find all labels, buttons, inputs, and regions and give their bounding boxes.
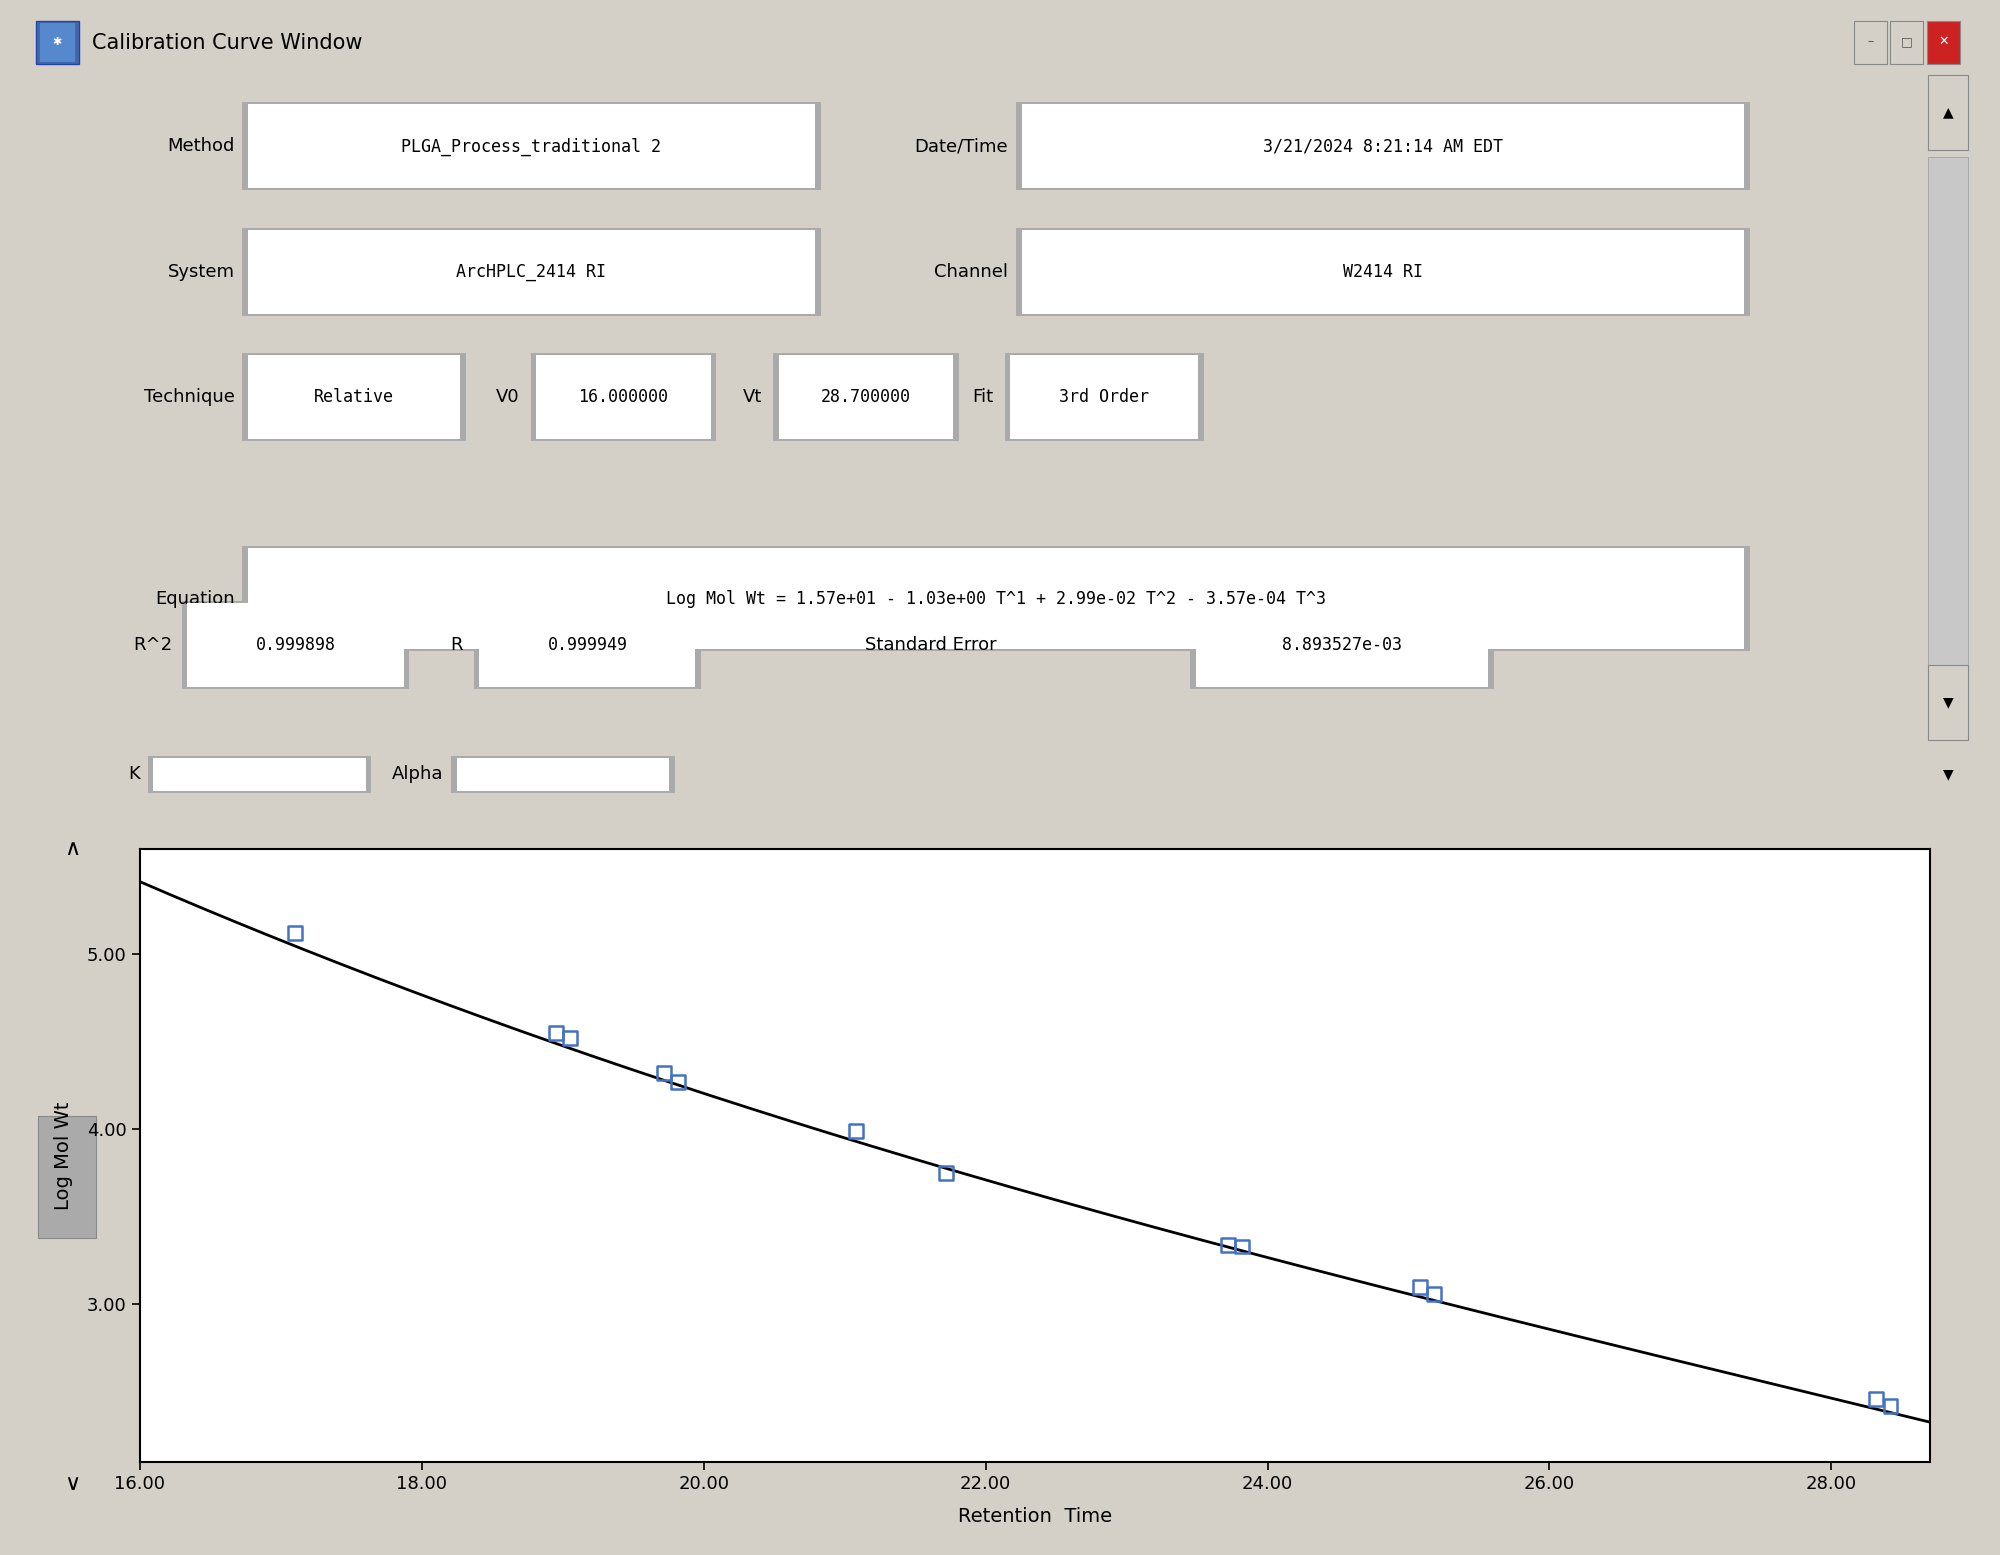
Bar <box>1854 22 1886 64</box>
Bar <box>474 600 702 689</box>
Bar <box>242 227 820 316</box>
Text: 16.000000: 16.000000 <box>578 389 668 406</box>
Text: ▲: ▲ <box>1942 106 1954 120</box>
Bar <box>1004 353 1204 442</box>
Text: ✕: ✕ <box>1938 36 1950 48</box>
Bar <box>480 603 696 687</box>
Bar <box>1928 157 1968 672</box>
Text: Standard Error: Standard Error <box>866 636 996 653</box>
Bar <box>242 353 466 442</box>
Text: 0.999898: 0.999898 <box>256 636 336 653</box>
Text: Method: Method <box>168 137 234 156</box>
Bar <box>148 756 372 793</box>
Text: Technique: Technique <box>144 389 234 406</box>
Bar <box>1022 230 1744 314</box>
Bar <box>530 353 716 442</box>
Bar <box>1016 227 1750 316</box>
Point <box>1404 1275 1436 1300</box>
X-axis label: Retention  Time: Retention Time <box>958 1507 1112 1525</box>
Text: Fit: Fit <box>972 389 994 406</box>
Bar <box>536 355 710 439</box>
Bar <box>40 23 74 62</box>
Text: Date/Time: Date/Time <box>914 137 1008 156</box>
Bar <box>248 355 460 439</box>
Text: Relative: Relative <box>314 389 394 406</box>
Text: W2414 RI: W2414 RI <box>1342 263 1422 281</box>
Text: Alpha: Alpha <box>392 765 444 784</box>
Bar <box>248 230 814 314</box>
Bar <box>1928 75 1968 149</box>
Text: PLGA_Process_traditional 2: PLGA_Process_traditional 2 <box>402 137 662 156</box>
Bar <box>1928 666 1968 740</box>
Bar <box>1928 22 1960 64</box>
Text: □: □ <box>1902 36 1912 48</box>
Text: 0.999949: 0.999949 <box>548 636 628 653</box>
Bar <box>778 355 954 439</box>
Bar <box>1890 22 1924 64</box>
Point <box>554 1026 586 1051</box>
Bar <box>1010 355 1198 439</box>
Bar <box>248 104 814 188</box>
Point <box>840 1118 872 1143</box>
Bar <box>242 103 820 190</box>
Bar <box>36 22 78 64</box>
Text: Channel: Channel <box>934 263 1008 281</box>
Text: Calibration Curve Window: Calibration Curve Window <box>92 33 362 53</box>
Bar <box>1016 103 1750 190</box>
Text: Equation: Equation <box>156 589 234 608</box>
Bar <box>154 757 366 791</box>
Point <box>1226 1235 1258 1260</box>
Point <box>280 921 312 945</box>
Text: K: K <box>128 765 140 784</box>
Bar <box>1196 603 1488 687</box>
Text: V0: V0 <box>496 389 520 406</box>
Text: ✱: ✱ <box>52 37 62 47</box>
Text: –: – <box>1866 36 1874 48</box>
Point <box>648 1061 680 1085</box>
Text: ▼: ▼ <box>1942 767 1954 782</box>
Text: System: System <box>168 263 234 281</box>
Point <box>1418 1281 1450 1306</box>
Point <box>662 1070 694 1095</box>
Bar <box>774 353 960 442</box>
Text: ∧: ∧ <box>64 838 80 858</box>
Text: ∨: ∨ <box>64 1474 80 1494</box>
Text: ▼: ▼ <box>1942 695 1954 709</box>
Text: 8.893527e-03: 8.893527e-03 <box>1282 636 1402 653</box>
Text: ArcHPLC_2414 RI: ArcHPLC_2414 RI <box>456 263 606 281</box>
Text: 28.700000: 28.700000 <box>822 389 912 406</box>
Bar <box>456 757 668 791</box>
Text: Log Mol Wt = 1.57e+01 - 1.03e+00 T^1 + 2.99e-02 T^2 - 3.57e-04 T^3: Log Mol Wt = 1.57e+01 - 1.03e+00 T^1 + 2… <box>666 589 1326 608</box>
Text: R^2: R^2 <box>134 636 172 653</box>
Text: Vt: Vt <box>742 389 762 406</box>
Text: R: R <box>450 636 462 653</box>
Bar <box>188 603 404 687</box>
Text: 3rd Order: 3rd Order <box>1060 389 1150 406</box>
Point <box>1860 1387 1892 1412</box>
Point <box>1212 1233 1244 1258</box>
Bar <box>242 546 1750 652</box>
Bar <box>450 756 674 793</box>
Point <box>1874 1393 1906 1418</box>
Point <box>930 1160 962 1185</box>
Bar <box>1022 104 1744 188</box>
Text: 3/21/2024 8:21:14 AM EDT: 3/21/2024 8:21:14 AM EDT <box>1262 137 1502 156</box>
Bar <box>38 1116 96 1238</box>
Y-axis label: Log Mol Wt: Log Mol Wt <box>54 1101 74 1210</box>
Bar <box>248 549 1744 650</box>
Point <box>540 1020 572 1045</box>
Bar <box>182 600 410 689</box>
Bar <box>1190 600 1494 689</box>
